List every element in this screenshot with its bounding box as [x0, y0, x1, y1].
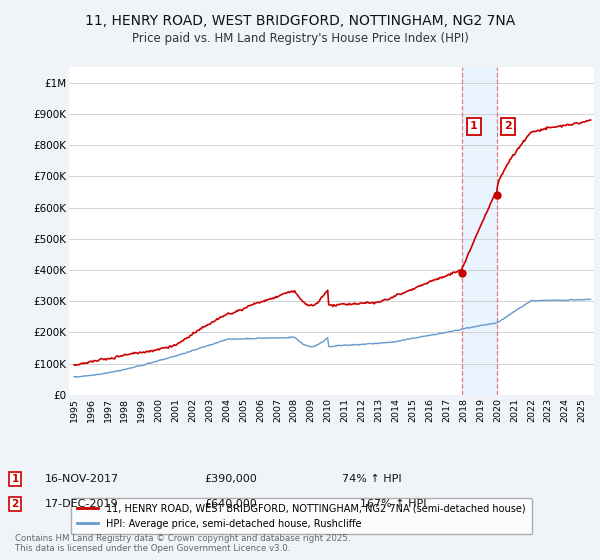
Text: 1: 1 — [11, 474, 19, 484]
Text: Contains HM Land Registry data © Crown copyright and database right 2025.
This d: Contains HM Land Registry data © Crown c… — [15, 534, 350, 553]
Text: £640,000: £640,000 — [204, 499, 257, 509]
Text: 74% ↑ HPI: 74% ↑ HPI — [342, 474, 401, 484]
Text: 16-NOV-2017: 16-NOV-2017 — [45, 474, 119, 484]
Text: 11, HENRY ROAD, WEST BRIDGFORD, NOTTINGHAM, NG2 7NA: 11, HENRY ROAD, WEST BRIDGFORD, NOTTINGH… — [85, 14, 515, 28]
Text: 17-DEC-2019: 17-DEC-2019 — [45, 499, 119, 509]
Text: £390,000: £390,000 — [204, 474, 257, 484]
Legend: 11, HENRY ROAD, WEST BRIDGFORD, NOTTINGHAM, NG2 7NA (semi-detached house), HPI: : 11, HENRY ROAD, WEST BRIDGFORD, NOTTINGH… — [71, 498, 532, 534]
Text: 2: 2 — [11, 499, 19, 509]
Bar — [461, 67, 497, 395]
Text: 1: 1 — [470, 122, 478, 132]
Text: Price paid vs. HM Land Registry's House Price Index (HPI): Price paid vs. HM Land Registry's House … — [131, 32, 469, 45]
Text: 167% ↑ HPI: 167% ↑ HPI — [360, 499, 427, 509]
Text: 2: 2 — [504, 122, 512, 132]
